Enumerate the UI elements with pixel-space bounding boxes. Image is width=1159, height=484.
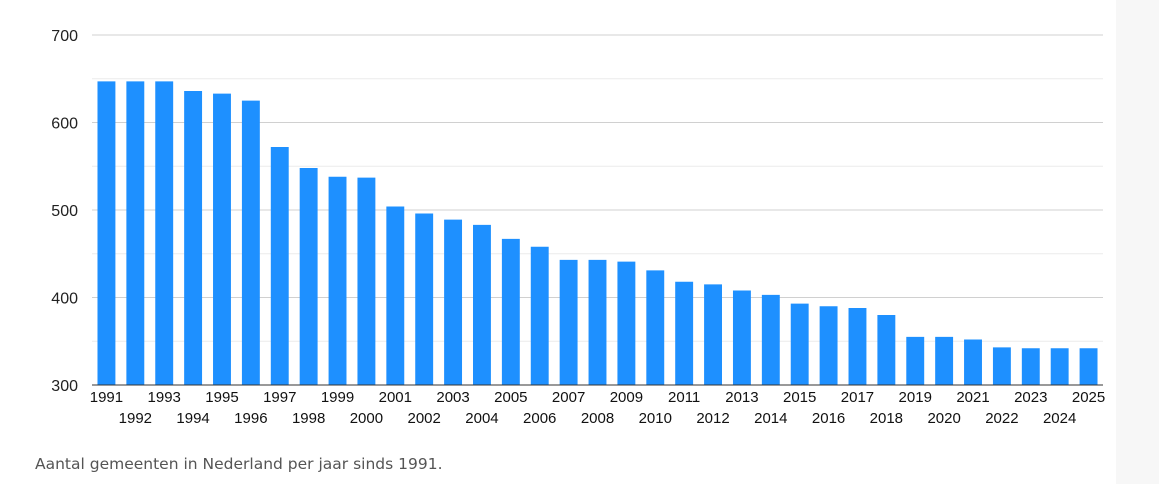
x-tick-label: 2009 — [610, 389, 643, 406]
bar-2014 — [761, 294, 780, 385]
x-tick-label: 2015 — [783, 389, 816, 406]
bar-2019 — [906, 336, 925, 385]
chart-caption: Aantal gemeenten in Nederland per jaar s… — [35, 455, 443, 473]
bar-1992 — [126, 81, 145, 385]
bar-2025 — [1079, 348, 1098, 385]
bar-2023 — [1021, 348, 1040, 385]
y-tick-label: 300 — [51, 378, 78, 395]
x-tick-label: 2014 — [754, 410, 787, 427]
bar-2024 — [1050, 348, 1069, 385]
y-tick-label: 400 — [51, 291, 78, 308]
x-tick-label: 2003 — [436, 389, 469, 406]
x-tick-label: 2002 — [407, 410, 440, 427]
x-tick-label: 1998 — [292, 410, 325, 427]
x-tick-label: 2006 — [523, 410, 556, 427]
y-tick-label: 500 — [51, 203, 78, 220]
x-tick-label: 1992 — [119, 410, 152, 427]
bar-2010 — [646, 270, 665, 385]
bar-2006 — [530, 246, 549, 385]
x-tick-label: 2010 — [639, 410, 672, 427]
bar-2013 — [732, 290, 751, 385]
x-tick-label: 1999 — [321, 389, 354, 406]
y-tick-label: 700 — [51, 28, 78, 45]
x-tick-label: 2020 — [927, 410, 960, 427]
bar-2011 — [675, 281, 694, 385]
bar-2001 — [386, 206, 405, 385]
x-tick-label: 1994 — [176, 410, 209, 427]
bar-2005 — [501, 238, 520, 385]
bar-chart: 300 400 500 600 700 1991 1992 1993 1994 1995 1996 1… — [51, 28, 1105, 427]
bar-2007 — [559, 259, 578, 385]
x-tick-label: 2019 — [899, 389, 932, 406]
right-margin-strip — [1116, 0, 1159, 484]
bar-1998 — [299, 168, 318, 385]
x-tick-label: 2004 — [465, 410, 498, 427]
x-tick-label: 2011 — [668, 389, 700, 406]
x-tick-label: 2007 — [552, 389, 585, 406]
bar-2018 — [877, 315, 896, 385]
x-tick-label: 2012 — [696, 410, 729, 427]
x-tick-label: 1997 — [263, 389, 296, 406]
x-tick-label: 2025 — [1072, 389, 1105, 406]
bar-2017 — [848, 308, 867, 385]
bar-2015 — [790, 303, 809, 385]
bar-2000 — [357, 177, 376, 385]
x-tick-label: 1995 — [205, 389, 238, 406]
x-tick-label: 2018 — [870, 410, 903, 427]
x-tick-label: 2024 — [1043, 410, 1076, 427]
x-tick-label: 2016 — [812, 410, 845, 427]
bar-1995 — [213, 93, 231, 385]
bar-2020 — [935, 336, 954, 385]
bar-1991 — [97, 81, 116, 385]
bar-2004 — [473, 224, 491, 385]
x-tick-label: 2023 — [1014, 389, 1047, 406]
x-tick-label: 1993 — [148, 389, 181, 406]
x-tick-label: 2017 — [841, 389, 874, 406]
bar-2021 — [964, 339, 982, 385]
bar-2022 — [992, 347, 1011, 385]
x-tick-label: 2001 — [379, 389, 412, 406]
x-tick-label: 2008 — [581, 410, 614, 427]
bar-1996 — [241, 100, 260, 385]
y-tick-label: 600 — [51, 116, 78, 133]
bar-2002 — [415, 213, 434, 385]
x-tick-label: 2022 — [985, 410, 1018, 427]
x-tick-label: 1991 — [90, 389, 123, 406]
bar-1999 — [328, 176, 347, 385]
bar-2016 — [819, 306, 838, 385]
x-tick-label: 1996 — [234, 410, 267, 427]
bar-1994 — [184, 91, 203, 385]
bar-2003 — [444, 219, 463, 385]
bar-1993 — [155, 81, 174, 385]
x-tick-label: 2021 — [956, 389, 989, 406]
bar-2009 — [617, 261, 636, 385]
bar-2012 — [704, 284, 722, 385]
x-tick-label: 2000 — [350, 410, 383, 427]
x-tick-label: 2005 — [494, 389, 527, 406]
bar-1997 — [270, 147, 289, 385]
bar-2008 — [588, 259, 607, 385]
x-tick-label: 2013 — [725, 389, 758, 406]
